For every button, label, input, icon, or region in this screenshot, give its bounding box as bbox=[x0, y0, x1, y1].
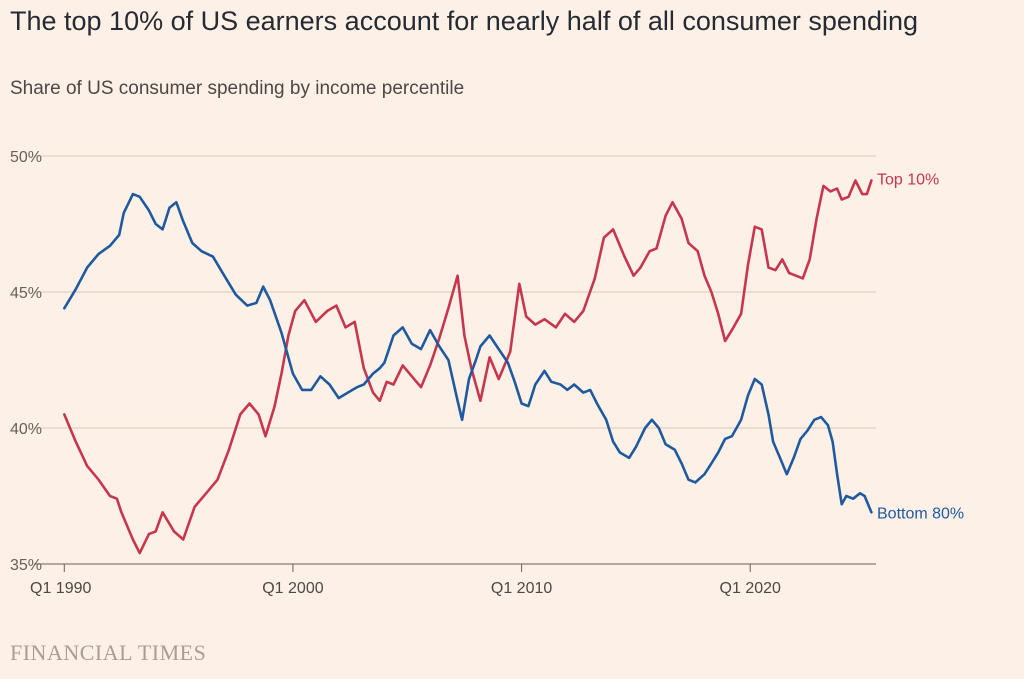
series-label-top-10: Top 10% bbox=[877, 171, 939, 188]
series-line-top-10 bbox=[63, 179, 873, 555]
series-labels: Top 10% Bottom 80% bbox=[877, 171, 964, 522]
chart-title: The top 10% of US earners account for ne… bbox=[10, 6, 919, 36]
x-tick-label: Q1 2010 bbox=[491, 580, 552, 597]
y-tick-label: 45% bbox=[10, 285, 42, 302]
y-tick-label: 40% bbox=[10, 421, 42, 438]
x-axis: Q1 1990 Q1 2000 Q1 2010 Q1 2020 bbox=[30, 564, 781, 597]
series-lines bbox=[63, 179, 873, 555]
series-line-bottom-80 bbox=[63, 192, 873, 514]
chart-subtitle: Share of US consumer spending by income … bbox=[10, 78, 465, 99]
x-tick-label: Q1 2020 bbox=[720, 580, 781, 597]
y-tick-label: 50% bbox=[10, 149, 42, 166]
source-logo: FINANCIAL TIMES bbox=[10, 640, 207, 665]
gridlines: 35% 40% 45% 50% bbox=[10, 149, 876, 574]
x-tick-label: Q1 1990 bbox=[30, 580, 91, 597]
series-label-bottom-80: Bottom 80% bbox=[877, 505, 964, 522]
x-tick-label: Q1 2000 bbox=[262, 580, 323, 597]
y-tick-label: 35% bbox=[10, 557, 42, 574]
